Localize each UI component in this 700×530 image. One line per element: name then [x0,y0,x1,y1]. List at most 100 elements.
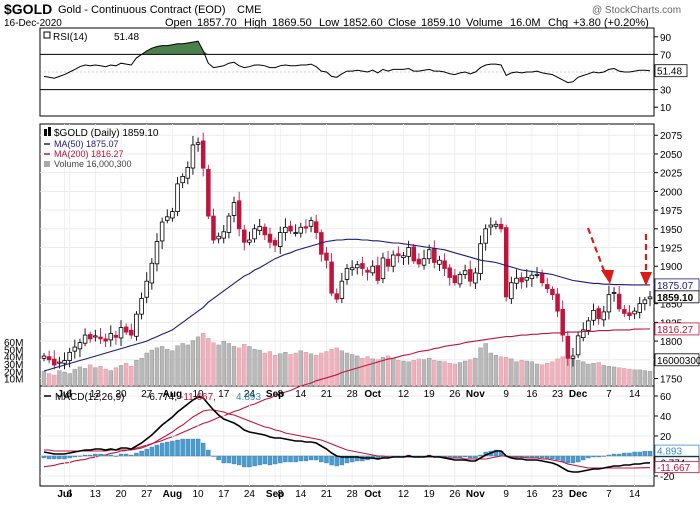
volume-bar [314,355,319,387]
x-tick-label: Nov [466,389,485,400]
volume-bar [46,373,52,387]
candle-body [627,312,632,317]
macd-hist-bar [72,455,78,458]
volume-bar [606,366,612,387]
macd-layer: -2002040604.893-6.774-11.667 [40,386,700,486]
macd-x-tick-label: 14 [295,489,307,500]
macd-hist-bar [175,439,180,457]
price-badge-label: 1875.07 [657,281,694,292]
watermark: @ StockCharts.com [592,5,681,16]
open-value: 1857.70 [197,17,237,29]
macd-hist-bar [493,449,499,457]
macd-hist-bar [123,453,129,457]
macd-hist-bar [473,455,478,459]
volume-bar [82,368,88,387]
candle-body [185,167,191,179]
candle-body [159,221,165,242]
macd-hist-bar [293,455,298,463]
x-tick-label: 14 [295,389,307,400]
candle-body [308,220,314,227]
candle-body [242,229,247,243]
volume-bar [401,360,406,387]
price-tick-label: 1900 [660,262,683,273]
volume-bar [396,360,401,387]
x-tick-label: 24 [244,389,256,400]
macd-hist-bar [118,453,124,457]
macd-hist-bar [257,455,262,466]
candle-body [457,274,463,285]
candle-body [339,280,345,299]
macd-hist-bar [319,455,324,463]
macd-x-tick-label: 23 [552,489,564,500]
macd-hist-bar [632,451,637,457]
volume-bar [226,343,232,387]
x-tick-label: 10 [193,389,205,400]
candle-body [580,329,586,339]
macd-badge-label: -11.667 [657,463,691,474]
macd-x-tick-label: Aug [163,489,182,500]
volume-bar [452,363,457,387]
candle-body [380,257,386,280]
x-tick-label: 21 [321,389,333,400]
volume-tick-label: 30M [4,360,23,371]
volume-bar [642,370,648,387]
candle-body [180,175,185,184]
macd-hist-bar [221,455,226,464]
volume-bar [154,347,160,387]
macd-tick-label: 20 [660,432,672,443]
volume-bar [52,374,57,387]
candle-body [411,246,417,262]
volume-bar [339,350,345,387]
macd-x-tick-label: Oct [364,489,381,500]
price-tick-label: 2050 [660,150,683,161]
high-value: 1869.50 [272,17,312,29]
macd-hist-bar [288,455,293,463]
rsi-value-badge [654,64,688,78]
macd-hist-bar [313,455,319,461]
candle-body [447,267,452,278]
macd-hist-bar [349,455,355,463]
macd-hist-bar [478,454,483,457]
volume-bar [647,371,653,387]
volume-bar [113,367,119,387]
macd-hist-bar [570,455,576,464]
x-tick-label: 16 [526,389,538,400]
volume-bar [293,352,298,387]
x-tick-label: 14 [629,389,641,400]
volume-bar [185,344,190,387]
volume-bar [355,355,360,387]
macd-hist-bar [560,455,565,463]
candle-body [293,232,298,234]
candle-body [87,334,93,340]
x-tick-label: 20 [115,389,127,400]
volume-bar [149,349,154,387]
macd-x-tick-label: 8 [277,489,283,500]
macd-line [43,396,651,473]
macd-legend-v2: -11.667, [180,392,216,403]
macd-hist-bar [190,438,196,457]
macd-hist-bar [206,449,211,457]
candle-body [591,309,596,321]
candle-body [637,303,642,313]
macd-x-tick-label: 6 [67,489,73,500]
candle-body [329,261,334,294]
low-value: 1852.60 [343,17,383,29]
macd-tick-label: 40 [660,412,672,423]
volume-tick-label: 40M [4,353,23,364]
volume-bar [303,352,309,387]
candle-body [534,274,540,276]
price-legend-title: $GOLD (Daily) 1859.10 [54,128,159,139]
macd-hist-bar [242,455,247,468]
macd-legend-v3: 4.893 [236,392,261,403]
macd-hist-bar [57,455,62,460]
volume-bar [242,344,247,387]
close-label: Close [388,17,416,29]
volume-tick-label: 20M [4,367,23,378]
candle-body [390,254,396,267]
macd-x-tick-label: Dec [569,489,588,500]
macd-hist-bar [308,455,314,461]
volume-bar [442,361,447,387]
x-tick-label: Aug [163,389,182,400]
candle-body [82,334,88,344]
volume-label: Volume [466,17,503,29]
